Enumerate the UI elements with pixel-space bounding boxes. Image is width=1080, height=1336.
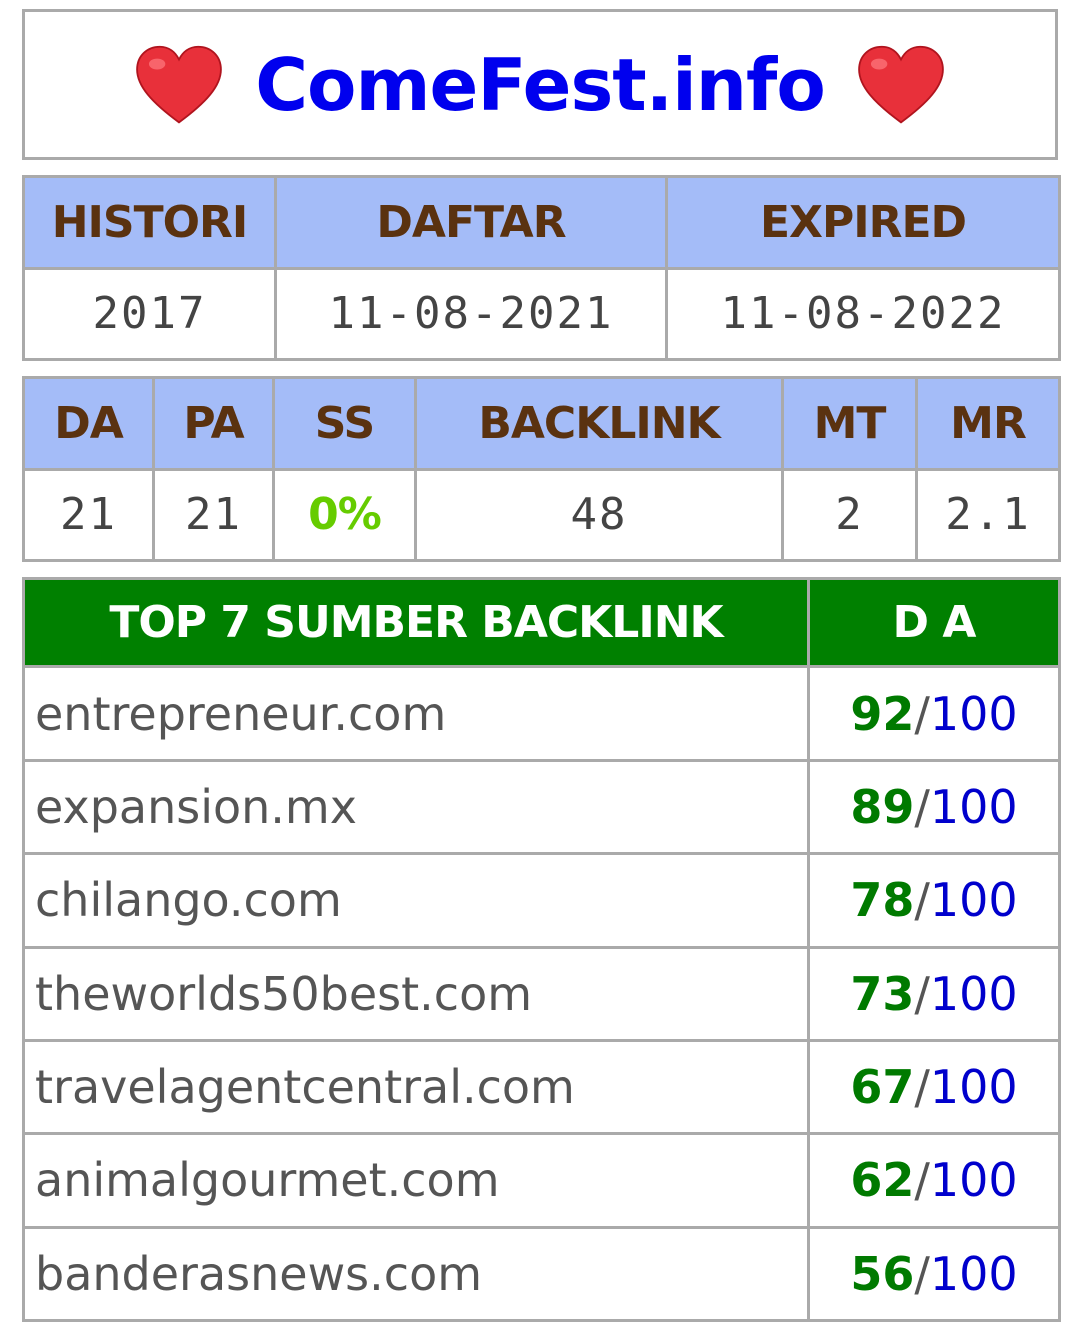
header-mr: MR — [915, 376, 1061, 471]
score-value: 67 — [850, 1060, 915, 1115]
backlink-domain[interactable]: entrepreneur.com — [22, 665, 810, 762]
backlink-row: theworlds50best.com 73/100 — [22, 945, 1061, 1042]
header-daftar: DAFTAR — [274, 175, 668, 270]
backlink-score: 78/100 — [807, 852, 1061, 949]
score-max: 100 — [929, 1153, 1018, 1208]
header-da: DA — [22, 376, 155, 471]
header-mt: MT — [781, 376, 918, 471]
score-value: 89 — [850, 779, 915, 834]
value-da: 21 — [22, 467, 155, 562]
backlink-domain[interactable]: theworlds50best.com — [22, 945, 810, 1042]
score-separator: / — [914, 686, 930, 741]
backlink-domain[interactable]: chilango.com — [22, 852, 810, 949]
registration-header-row: HISTORI DAFTAR EXPIRED — [22, 175, 1061, 270]
header-ss: SS — [272, 376, 417, 471]
value-expired: 11-08-2022 — [665, 266, 1061, 361]
score-value: 78 — [850, 873, 915, 928]
header-backlink: BACKLINK — [414, 376, 784, 471]
registration-table: HISTORI DAFTAR EXPIRED 2017 11-08-2021 1… — [22, 175, 1061, 361]
value-backlink: 48 — [414, 467, 784, 562]
header-expired: EXPIRED — [665, 175, 1061, 270]
header-histori: HISTORI — [22, 175, 277, 270]
metrics-table-wrap: DA PA SS BACKLINK MT MR 21 21 0% 48 2 2.… — [22, 376, 1061, 562]
backlink-row: animalgourmet.com 62/100 — [22, 1132, 1061, 1229]
registration-table-wrap: HISTORI DAFTAR EXPIRED 2017 11-08-2021 1… — [22, 175, 1061, 361]
site-title-box: ComeFest.info — [22, 9, 1058, 160]
heart-icon — [857, 45, 944, 123]
score-max: 100 — [929, 779, 1018, 834]
score-max: 100 — [929, 1060, 1018, 1115]
score-separator: / — [914, 873, 930, 928]
header-da-score: D A — [807, 576, 1061, 669]
score-value: 62 — [850, 1153, 915, 1208]
backlink-score: 92/100 — [807, 665, 1061, 762]
site-title[interactable]: ComeFest.info — [255, 42, 826, 127]
backlink-row: travelagentcentral.com 67/100 — [22, 1038, 1061, 1136]
backlinks-header-row: TOP 7 SUMBER BACKLINK D A — [22, 576, 1061, 669]
score-value: 92 — [850, 686, 915, 741]
backlink-domain[interactable]: banderasnews.com — [22, 1225, 810, 1323]
value-mr: 2.1 — [915, 467, 1061, 562]
backlink-score: 56/100 — [807, 1225, 1061, 1323]
score-separator: / — [914, 1060, 930, 1115]
score-separator: / — [914, 966, 930, 1021]
backlinks-table-wrap: TOP 7 SUMBER BACKLINK D A entrepreneur.c… — [22, 576, 1061, 1323]
backlink-row: chilango.com 78/100 — [22, 852, 1061, 949]
score-separator: / — [914, 1153, 930, 1208]
backlink-row: expansion.mx 89/100 — [22, 758, 1061, 856]
metrics-table: DA PA SS BACKLINK MT MR 21 21 0% 48 2 2.… — [22, 376, 1061, 562]
score-separator: / — [914, 779, 930, 834]
score-value: 73 — [850, 966, 915, 1021]
backlink-row: banderasnews.com 56/100 — [22, 1225, 1061, 1323]
backlink-score: 62/100 — [807, 1132, 1061, 1229]
header-pa: PA — [152, 376, 275, 471]
score-separator: / — [914, 1246, 930, 1301]
value-histori: 2017 — [22, 266, 277, 361]
score-max: 100 — [929, 1246, 1018, 1301]
metrics-value-row: 21 21 0% 48 2 2.1 — [22, 467, 1061, 562]
value-mt: 2 — [781, 467, 918, 562]
header-top-sources: TOP 7 SUMBER BACKLINK — [22, 576, 810, 669]
backlink-domain[interactable]: travelagentcentral.com — [22, 1038, 810, 1136]
score-value: 56 — [850, 1246, 915, 1301]
value-ss: 0% — [272, 467, 417, 562]
site-title-row: ComeFest.info — [133, 43, 947, 127]
score-max: 100 — [929, 966, 1018, 1021]
backlink-score: 89/100 — [807, 758, 1061, 856]
backlinks-table: TOP 7 SUMBER BACKLINK D A entrepreneur.c… — [22, 576, 1061, 1323]
score-max: 100 — [929, 873, 1018, 928]
heart-icon — [136, 45, 223, 123]
backlink-domain[interactable]: expansion.mx — [22, 758, 810, 856]
registration-value-row: 2017 11-08-2021 11-08-2022 — [22, 266, 1061, 361]
value-pa: 21 — [152, 467, 275, 562]
score-max: 100 — [929, 686, 1018, 741]
metrics-header-row: DA PA SS BACKLINK MT MR — [22, 376, 1061, 471]
backlink-domain[interactable]: animalgourmet.com — [22, 1132, 810, 1229]
backlink-row: entrepreneur.com 92/100 — [22, 665, 1061, 762]
backlink-score: 73/100 — [807, 945, 1061, 1042]
backlink-score: 67/100 — [807, 1038, 1061, 1136]
value-daftar: 11-08-2021 — [274, 266, 668, 361]
